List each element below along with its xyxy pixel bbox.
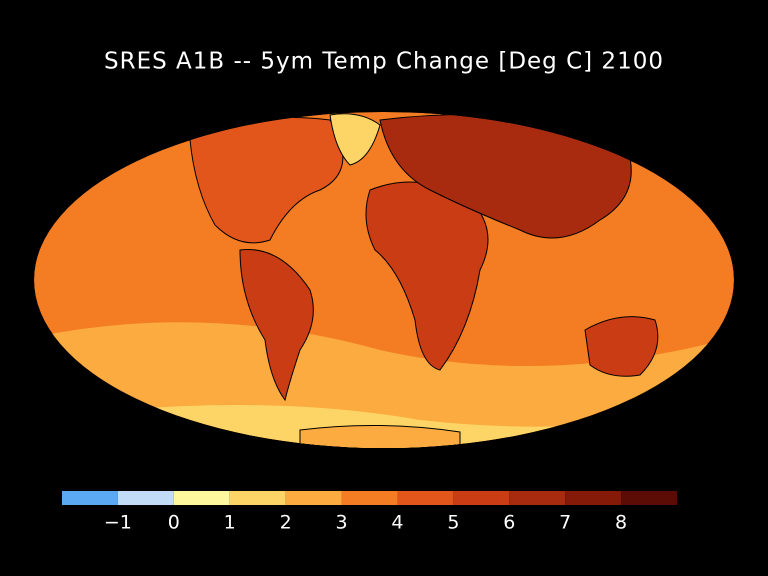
colorbar-tick-label: 1 (224, 512, 236, 534)
colorbar-tick-label: 2 (280, 512, 292, 534)
colorbar-tick-label: 0 (168, 512, 180, 534)
colorbar-tick-label: 6 (503, 512, 515, 534)
colorbar-tick-label: 7 (559, 512, 571, 534)
greenland (329, 113, 381, 166)
colorbar-segment (341, 491, 398, 505)
colorbar-tick-label: 4 (391, 512, 403, 534)
antarctica (299, 424, 461, 448)
map-title: SRES A1B -- 5ym Temp Change [Deg C] 2100 (104, 49, 664, 75)
colorbar-segment (397, 491, 454, 505)
colorbar-segment (509, 491, 566, 505)
colorbar-segment (117, 491, 174, 505)
colorbar-segment (62, 491, 118, 505)
colorbar-segment (285, 491, 342, 505)
colorbar-segment (565, 491, 622, 505)
colorbar-segment (173, 491, 230, 505)
colorbar-segment (453, 491, 510, 505)
colorbar-tick-label: 3 (335, 512, 347, 534)
colorbar: −1 0 1 2 3 4 5 6 7 8 (62, 491, 677, 534)
south-america (239, 249, 314, 402)
australia (584, 316, 659, 377)
colorbar-tick-label: 8 (615, 512, 627, 534)
colorbar-tick-label: 5 (447, 512, 459, 534)
colorbar-segment (229, 491, 286, 505)
colorbar-segment (621, 491, 677, 505)
colorbar-tick-label: −1 (104, 512, 132, 534)
